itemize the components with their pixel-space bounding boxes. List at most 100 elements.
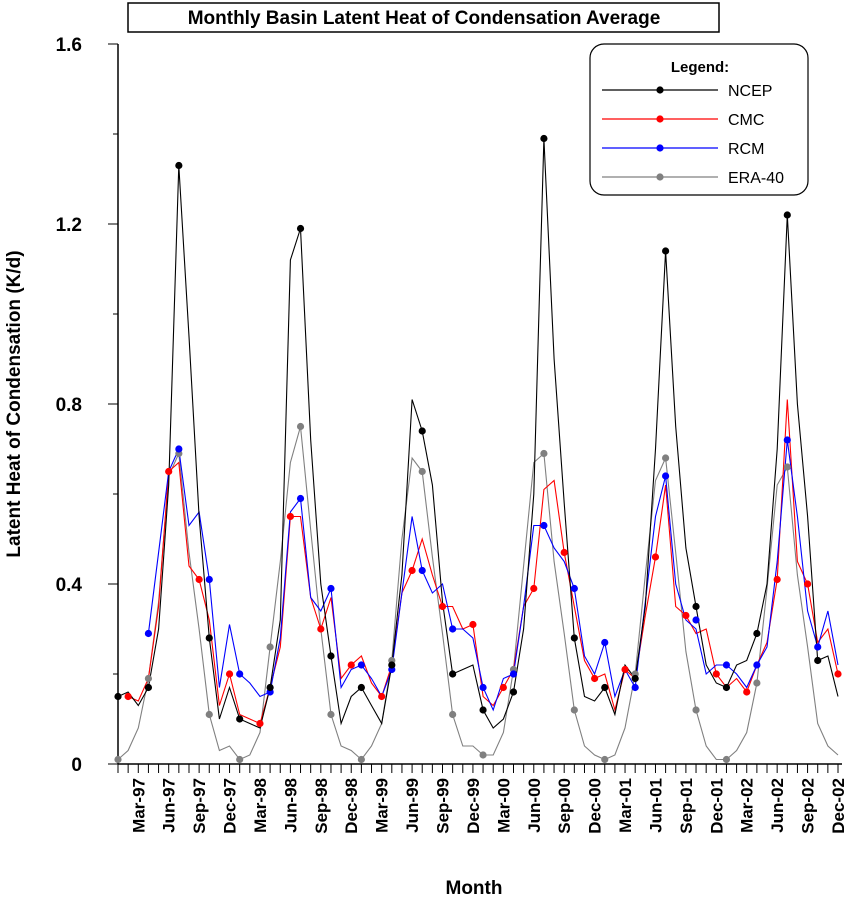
data-point-rcm (540, 521, 548, 530)
data-point-rcm (357, 661, 365, 669)
x-tick-label: Jun-02 (768, 778, 787, 833)
data-point-ncep (114, 692, 122, 701)
data-point-era-40 (327, 710, 335, 719)
data-point-ncep (753, 629, 761, 638)
data-point-rcm (418, 566, 426, 575)
legend-label-ncep: NCEP (728, 83, 772, 100)
data-point-cmc (469, 620, 477, 629)
series-lines (117, 138, 839, 761)
x-tick-label: Dec-01 (707, 778, 726, 834)
data-point-ncep (509, 688, 518, 696)
x-tick-label: Dec-97 (221, 778, 240, 834)
data-point-cmc (408, 566, 416, 575)
legend-label-cmc: CMC (728, 112, 764, 129)
y-tick-label: 0.4 (56, 575, 83, 596)
x-tick-label: Sep-02 (799, 778, 818, 834)
x-tick-label: Dec-02 (829, 778, 848, 834)
data-point-ncep (814, 656, 822, 665)
x-tick-label: Sep-98 (312, 778, 331, 834)
data-point-cmc (712, 670, 720, 678)
x-tick-label: Jun-99 (403, 778, 422, 833)
data-point-era-40 (570, 706, 578, 714)
data-point-era-40 (449, 710, 457, 719)
data-point-rcm (175, 445, 183, 453)
x-tick-label: Dec-98 (342, 778, 361, 834)
data-point-rcm (722, 661, 731, 669)
x-tick-label: Mar-99 (373, 778, 392, 833)
data-point-cmc (834, 670, 842, 678)
data-point-ncep (144, 683, 153, 692)
data-point-cmc (682, 611, 690, 620)
x-tick-label: Jun-00 (525, 778, 544, 833)
axes: 0 0.4 0.8 1.2 1.6 Mar-97 Jun-97 Sep-97 Dec-97 Mar… (56, 35, 848, 834)
data-point-ncep (692, 602, 700, 611)
data-point-cmc (621, 665, 629, 674)
y-tick-label: 0.8 (56, 395, 82, 416)
x-tick-label: Mar-01 (616, 778, 635, 833)
data-point-cmc (286, 512, 294, 521)
data-point-era-40 (357, 755, 365, 764)
data-point-rcm (327, 584, 335, 593)
data-point-era-40 (540, 449, 548, 458)
x-axis-label: Month (446, 878, 503, 899)
data-point-ncep (327, 652, 335, 660)
x-tick-label: Dec-00 (586, 778, 605, 834)
data-point-era-40 (601, 755, 609, 764)
x-tick-label: Sep-99 (434, 778, 453, 834)
chart-title-box (127, 2, 720, 33)
data-point-ncep (388, 661, 396, 669)
data-point-cmc (195, 575, 203, 584)
data-point-rcm (814, 643, 822, 651)
data-point-rcm (236, 670, 244, 678)
data-point-cmc (124, 692, 132, 701)
data-point-era-40 (418, 467, 426, 476)
data-point-era-40 (479, 751, 487, 759)
data-point-era-40 (783, 463, 791, 471)
legend-label-era-40: ERA-40 (728, 170, 784, 187)
data-point-ncep (205, 634, 213, 642)
y-tick-label: 1.6 (56, 35, 82, 56)
legend: NCEP CMC RCM ERA-40 (602, 83, 784, 187)
data-point-ncep (236, 715, 244, 723)
data-point-rcm (509, 670, 518, 678)
y-axis-label: Latent Heat of Condensation (K/d) (4, 250, 25, 557)
series-markers (114, 134, 842, 764)
data-point-ncep (631, 674, 639, 683)
data-point-rcm (296, 494, 305, 503)
x-tick-label: Mar-97 (129, 778, 148, 833)
legend-marker-cmc (656, 115, 664, 123)
y-tick-label: 1.2 (56, 215, 82, 236)
data-point-rcm (631, 683, 639, 692)
series-line-ncep (117, 138, 839, 729)
data-point-cmc (560, 548, 568, 557)
data-point-ncep (601, 683, 609, 692)
data-point-era-40 (266, 643, 274, 651)
legend-marker-rcm (656, 144, 664, 152)
data-point-cmc (165, 467, 173, 476)
data-point-cmc (347, 661, 355, 669)
data-point-ncep (296, 224, 305, 233)
x-tick-label: Sep-00 (555, 778, 574, 834)
data-point-rcm (144, 629, 153, 638)
data-point-ncep (357, 683, 365, 692)
data-point-era-40 (662, 454, 670, 462)
data-point-rcm (662, 472, 670, 480)
data-point-ncep (540, 134, 548, 143)
data-point-cmc (499, 683, 507, 692)
data-point-rcm (449, 625, 457, 633)
legend-label-rcm: RCM (728, 141, 764, 158)
data-point-rcm (205, 575, 213, 584)
legend-title: Legend: (671, 59, 729, 76)
data-point-ncep (722, 683, 731, 692)
data-point-rcm (692, 616, 700, 624)
legend-marker-era-40 (656, 173, 664, 181)
data-point-rcm (753, 661, 761, 669)
data-point-cmc (225, 670, 234, 678)
data-point-rcm (570, 584, 578, 593)
data-point-ncep (479, 706, 487, 714)
data-point-ncep (449, 670, 457, 678)
data-point-ncep (418, 427, 426, 435)
data-point-era-40 (205, 710, 213, 719)
x-tick-label: Mar-02 (738, 778, 757, 833)
